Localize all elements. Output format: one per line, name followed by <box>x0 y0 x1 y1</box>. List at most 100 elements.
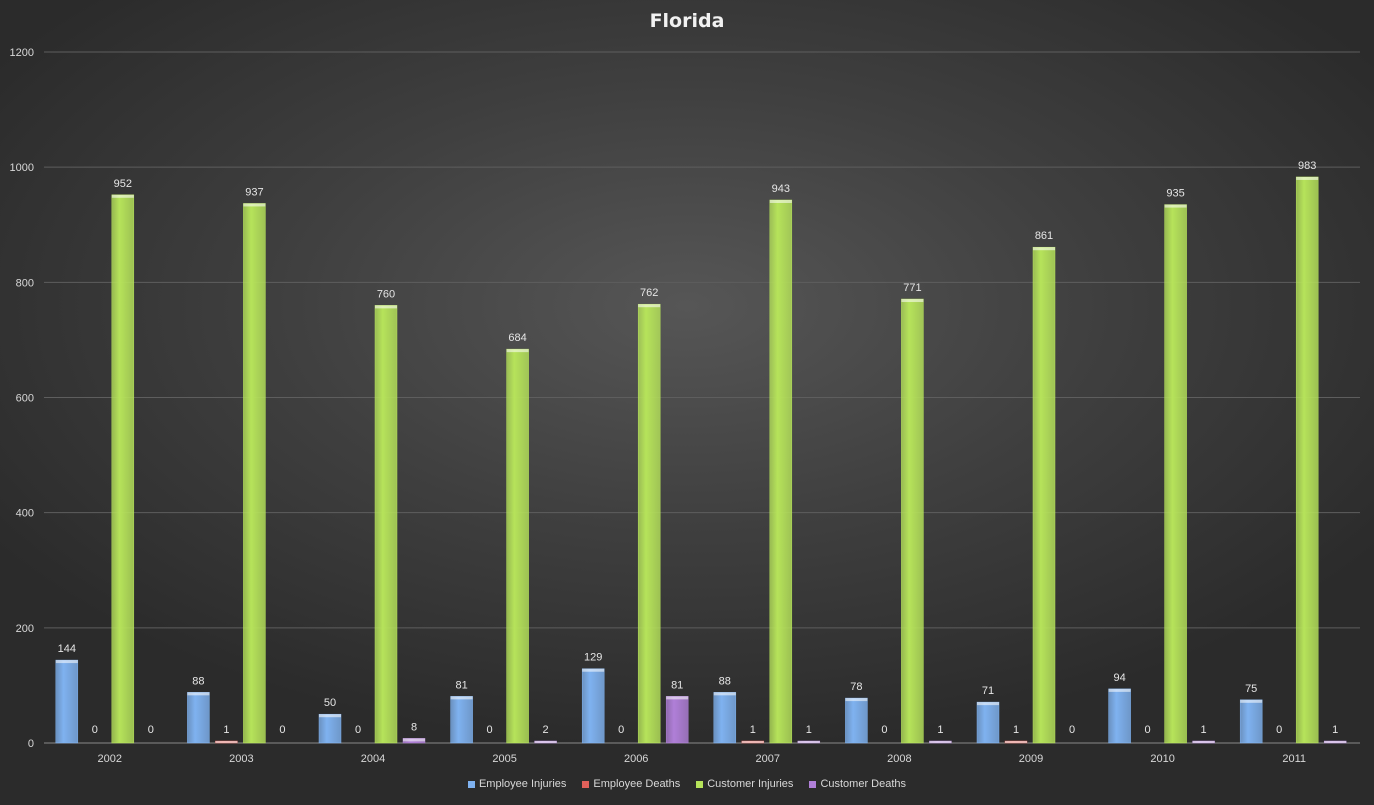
bar <box>318 713 342 744</box>
data-label: 88 <box>192 675 204 687</box>
data-label: 0 <box>618 724 624 736</box>
bar-highlight <box>797 741 820 743</box>
bar-highlight <box>243 203 266 207</box>
bar-highlight <box>403 738 425 742</box>
bar-highlight <box>741 741 764 743</box>
data-label: 1 <box>1201 724 1207 736</box>
bar <box>450 696 473 744</box>
data-label: 0 <box>487 724 493 736</box>
bar <box>55 659 79 744</box>
y-tick-label: 400 <box>16 508 34 520</box>
data-label: 1 <box>223 724 229 736</box>
bar-highlight <box>1192 741 1215 743</box>
bar-highlight <box>375 305 397 309</box>
bar-highlight <box>1108 688 1131 692</box>
x-tick-label: 2011 <box>1282 753 1306 765</box>
bar <box>769 199 793 744</box>
bar <box>1295 176 1319 744</box>
bar-highlight <box>1033 247 1055 251</box>
data-label: 1 <box>937 724 943 736</box>
bar-highlight <box>769 199 792 203</box>
bar <box>506 348 529 744</box>
data-label: 81 <box>455 679 467 691</box>
data-label: 760 <box>377 288 395 300</box>
bar <box>665 696 689 744</box>
bar <box>901 298 924 744</box>
bar-highlight <box>977 702 999 706</box>
legend-label: Employee Injuries <box>478 778 567 790</box>
legend-swatch <box>809 780 817 788</box>
x-tick-label: 2006 <box>624 753 648 765</box>
bar-highlight <box>534 741 557 743</box>
data-label: 0 <box>355 724 361 736</box>
y-tick-label: 0 <box>28 738 34 750</box>
x-tick-label: 2007 <box>756 753 780 765</box>
bar-highlight <box>929 741 952 743</box>
y-tick-label: 1200 <box>10 47 34 59</box>
bar <box>1239 699 1263 744</box>
data-label: 762 <box>640 287 658 299</box>
bar <box>1164 204 1187 744</box>
legend-item: Customer Injuries <box>696 778 793 790</box>
bar-highlight <box>1005 741 1027 743</box>
x-tick-label: 2003 <box>229 753 253 765</box>
bar <box>637 303 661 744</box>
bar-highlight <box>582 668 605 672</box>
bar-highlight <box>901 299 924 303</box>
bar <box>976 701 1000 744</box>
legend-swatch <box>696 780 704 788</box>
data-label: 937 <box>245 186 263 198</box>
data-label: 2 <box>543 724 549 736</box>
data-label: 88 <box>719 675 731 687</box>
bar <box>581 668 605 744</box>
bar <box>1108 688 1131 744</box>
data-label: 0 <box>881 724 887 736</box>
bar-highlight <box>187 692 210 696</box>
bar-highlight <box>1296 176 1319 180</box>
bar <box>845 697 868 744</box>
data-label: 1 <box>1013 724 1019 736</box>
data-label: 81 <box>671 679 683 691</box>
bar <box>243 203 266 744</box>
data-label: 144 <box>58 643 76 655</box>
data-label: 50 <box>324 697 336 709</box>
bar-highlight <box>666 696 689 700</box>
x-tick-label: 2004 <box>361 753 385 765</box>
data-label: 129 <box>584 652 602 664</box>
x-tick-label: 2009 <box>1019 753 1043 765</box>
bar <box>1032 246 1056 744</box>
x-tick-label: 2002 <box>98 753 122 765</box>
bar-highlight <box>450 696 473 700</box>
data-label: 0 <box>279 724 285 736</box>
data-label: 8 <box>411 721 417 733</box>
chart-title: Florida <box>649 10 725 32</box>
data-label: 861 <box>1035 230 1053 242</box>
legend: Employee Injuries Employee Deaths Customer… <box>0 778 1374 790</box>
bar-highlight <box>111 194 134 198</box>
legend-label: Customer Injuries <box>707 778 794 790</box>
data-label: 0 <box>92 724 98 736</box>
legend-label: Employee Deaths <box>593 778 681 790</box>
data-label: 75 <box>1245 683 1257 695</box>
y-tick-label: 600 <box>16 393 34 405</box>
bar-highlight <box>506 349 529 353</box>
data-label: 94 <box>1113 672 1125 684</box>
data-label: 943 <box>772 183 790 195</box>
legend-item: Customer Deaths <box>809 778 906 790</box>
legend-item: Employee Deaths <box>582 778 680 790</box>
bar-highlight <box>713 692 736 696</box>
x-tick-label: 2008 <box>887 753 911 765</box>
x-tick-label: 2005 <box>492 753 516 765</box>
legend-swatch <box>582 780 590 788</box>
legend-swatch <box>467 780 475 788</box>
bar <box>187 692 210 744</box>
data-label: 0 <box>1276 724 1282 736</box>
bar-highlight <box>638 304 661 308</box>
bar-highlight <box>215 741 238 743</box>
bar-highlight <box>55 660 78 664</box>
data-label: 771 <box>903 282 921 294</box>
bar <box>111 194 135 744</box>
legend-label: Customer Deaths <box>820 778 907 790</box>
